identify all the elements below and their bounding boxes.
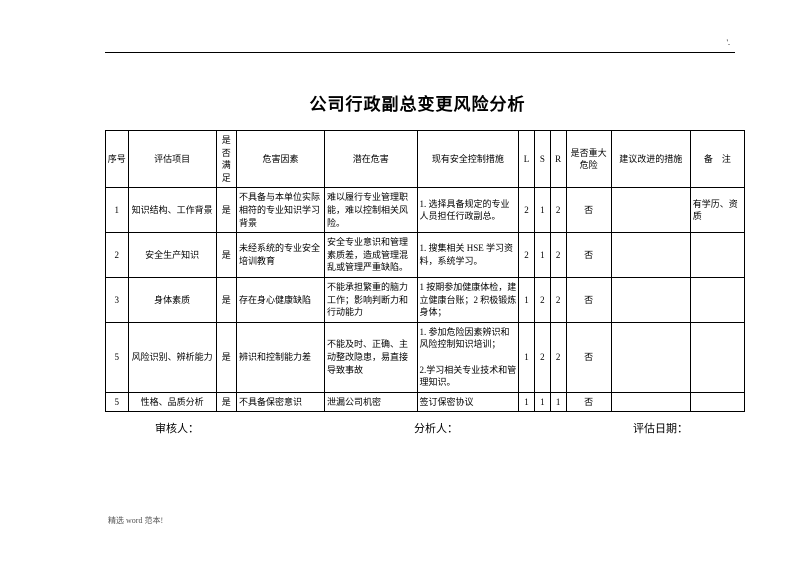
cell-r: 2 <box>550 322 566 392</box>
date-label: 评估日期： <box>633 420 688 436</box>
cell-current: 1. 参加危险因素辨识和风险控制知识培训；2.学习相关专业技术和管理知识。 <box>417 322 519 392</box>
table-row: 2安全生产知识是未经系统的专业安全培训教育安全专业意识和管理素质差，造成管理混乱… <box>106 233 745 278</box>
th-s: S <box>534 131 550 188</box>
cell-r: 1 <box>550 392 566 412</box>
cell-r: 2 <box>550 277 566 322</box>
table-row: 5性格、品质分析是不具备保密意识泄漏公司机密签订保密协议111否 <box>106 392 745 412</box>
table-row: 5风险识别、辨析能力是辨识和控制能力差不能及时、正确、主动整改隐患，易直接导致事… <box>106 322 745 392</box>
signatures-row: 审核人： 分析人： 评估日期： <box>105 420 745 436</box>
cell-satisfy: 是 <box>216 233 236 278</box>
cell-note <box>690 392 744 412</box>
cell-satisfy: 是 <box>216 188 236 233</box>
cell-hazard: 难以履行专业管理职能，难以控制相关风险。 <box>324 188 417 233</box>
cell-seq: 1 <box>106 188 129 233</box>
th-hazard: 潜在危害 <box>324 131 417 188</box>
cell-suggest <box>611 233 690 278</box>
cell-hazard: 安全专业意识和管理素质差，造成管理混乱或管理严重缺陷。 <box>324 233 417 278</box>
cell-hazard: 不能及时、正确、主动整改隐患，易直接导致事故 <box>324 322 417 392</box>
cell-note: 有学历、资质 <box>690 188 744 233</box>
th-l: L <box>519 131 535 188</box>
cell-note <box>690 322 744 392</box>
cell-factor: 辨识和控制能力差 <box>236 322 324 392</box>
cell-factor: 存在身心健康缺陷 <box>236 277 324 322</box>
risk-analysis-table: 序号 评估项目 是否满足 危害因素 潜在危害 现有安全控制措施 L S R 是否… <box>105 130 745 412</box>
cell-r: 2 <box>550 233 566 278</box>
cell-current: 1. 选择具备规定的专业人员担任行政副总。 <box>417 188 519 233</box>
cell-seq: 5 <box>106 392 129 412</box>
cell-item: 风险识别、辨析能力 <box>128 322 216 392</box>
cell-seq: 3 <box>106 277 129 322</box>
cell-factor: 未经系统的专业安全培训教育 <box>236 233 324 278</box>
cell-factor: 不具备保密意识 <box>236 392 324 412</box>
cell-l: 2 <box>519 188 535 233</box>
cell-l: 2 <box>519 233 535 278</box>
cell-s: 1 <box>534 392 550 412</box>
cell-suggest <box>611 277 690 322</box>
th-seq: 序号 <box>106 131 129 188</box>
cell-note <box>690 277 744 322</box>
cell-satisfy: 是 <box>216 322 236 392</box>
cell-s: 1 <box>534 233 550 278</box>
top-mark: '. <box>727 38 730 47</box>
cell-satisfy: 是 <box>216 277 236 322</box>
cell-major: 否 <box>566 392 611 412</box>
th-item: 评估项目 <box>128 131 216 188</box>
header-rule <box>105 52 735 53</box>
cell-l: 1 <box>519 392 535 412</box>
th-satisfy: 是否满足 <box>216 131 236 188</box>
cell-current: 签订保密协议 <box>417 392 519 412</box>
cell-major: 否 <box>566 322 611 392</box>
cell-seq: 5 <box>106 322 129 392</box>
cell-item: 安全生产知识 <box>128 233 216 278</box>
cell-satisfy: 是 <box>216 392 236 412</box>
cell-s: 2 <box>534 322 550 392</box>
cell-l: 1 <box>519 277 535 322</box>
cell-note <box>690 233 744 278</box>
document-title: 公司行政副总变更风险分析 <box>75 90 760 115</box>
th-factor: 危害因素 <box>236 131 324 188</box>
cell-major: 否 <box>566 188 611 233</box>
cell-suggest <box>611 188 690 233</box>
th-note: 备 注 <box>690 131 744 188</box>
th-suggest: 建议改进的措施 <box>611 131 690 188</box>
cell-s: 1 <box>534 188 550 233</box>
table-row: 1知识结构、工作背景是不具备与本单位实际相符的专业知识学习背景难以履行专业管理职… <box>106 188 745 233</box>
cell-item: 性格、品质分析 <box>128 392 216 412</box>
cell-major: 否 <box>566 233 611 278</box>
cell-major: 否 <box>566 277 611 322</box>
cell-s: 2 <box>534 277 550 322</box>
analyst-label: 分析人： <box>414 420 458 436</box>
th-r: R <box>550 131 566 188</box>
reviewer-label: 审核人： <box>155 420 199 436</box>
cell-item: 知识结构、工作背景 <box>128 188 216 233</box>
cell-suggest <box>611 392 690 412</box>
cell-r: 2 <box>550 188 566 233</box>
cell-item: 身体素质 <box>128 277 216 322</box>
footer-text: 精选 word 范本! <box>108 515 163 526</box>
table-header-row: 序号 评估项目 是否满足 危害因素 潜在危害 现有安全控制措施 L S R 是否… <box>106 131 745 188</box>
cell-current: 1. 搜集相关 HSE 学习资料，系统学习。 <box>417 233 519 278</box>
cell-seq: 2 <box>106 233 129 278</box>
cell-hazard: 不能承担繁重的脑力工作；影响判断力和行动能力 <box>324 277 417 322</box>
cell-current: 1 按期参加健康体检，建立健康台账；2 积极锻炼身体； <box>417 277 519 322</box>
cell-factor: 不具备与本单位实际相符的专业知识学习背景 <box>236 188 324 233</box>
th-current: 现有安全控制措施 <box>417 131 519 188</box>
cell-hazard: 泄漏公司机密 <box>324 392 417 412</box>
th-major: 是否重大危险 <box>566 131 611 188</box>
table-row: 3身体素质是存在身心健康缺陷不能承担繁重的脑力工作；影响判断力和行动能力1 按期… <box>106 277 745 322</box>
cell-suggest <box>611 322 690 392</box>
cell-l: 1 <box>519 322 535 392</box>
